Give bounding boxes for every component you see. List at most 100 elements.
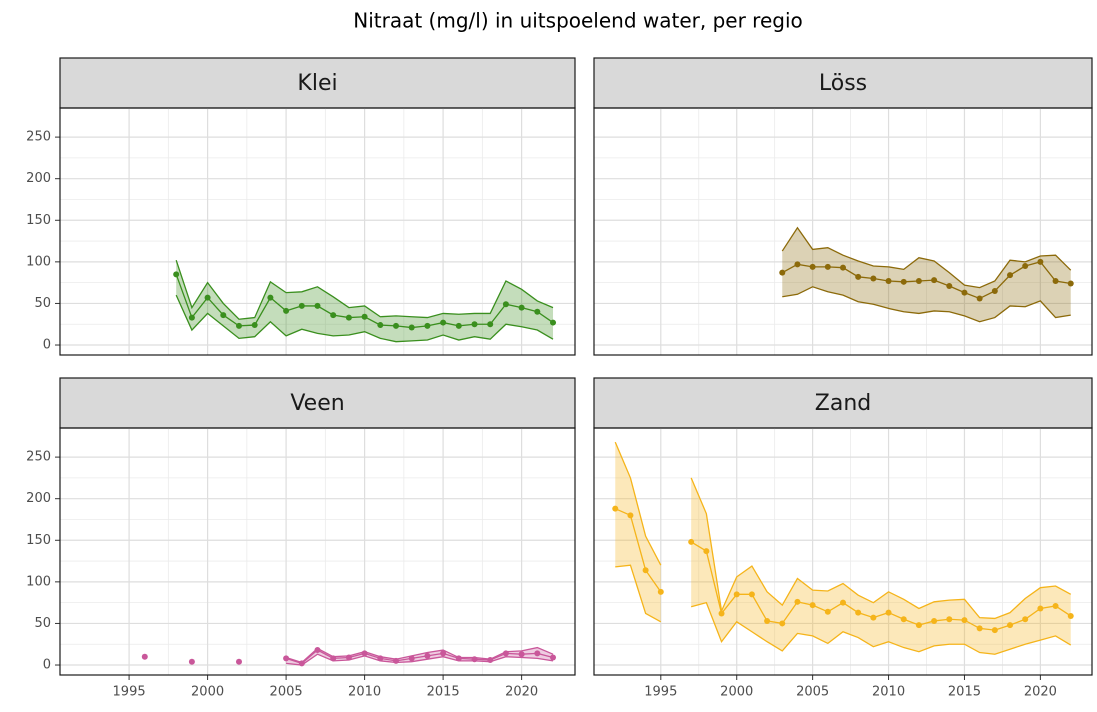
y-tick-label: 100 [26, 574, 51, 589]
point [779, 620, 786, 627]
point [946, 616, 953, 623]
point [794, 261, 801, 268]
point [1022, 616, 1029, 623]
point [220, 312, 227, 319]
point [188, 314, 195, 321]
point [657, 588, 664, 595]
point [824, 263, 831, 270]
band-edge [175, 294, 554, 343]
strip [593, 57, 1093, 109]
panel [594, 108, 1092, 355]
point [283, 655, 290, 662]
panel-border [593, 427, 1093, 676]
point [487, 657, 494, 664]
point [377, 655, 384, 662]
point [855, 273, 862, 280]
point [612, 505, 619, 512]
point [188, 658, 195, 665]
point [900, 278, 907, 285]
line [614, 508, 662, 593]
point [173, 271, 180, 278]
point [204, 294, 211, 301]
point [764, 617, 771, 624]
point [251, 322, 258, 329]
x-tick-label: 2005 [270, 685, 303, 700]
point [1067, 612, 1074, 619]
point [393, 657, 400, 664]
point [885, 609, 892, 616]
panel-background [60, 428, 575, 675]
point [840, 599, 846, 606]
point [1067, 280, 1074, 287]
point [534, 308, 541, 315]
band [286, 647, 554, 666]
point [931, 277, 938, 284]
point [550, 319, 557, 326]
band-edge [690, 477, 1072, 620]
panel-title: Veen [290, 391, 344, 416]
point [283, 307, 290, 314]
point [1007, 272, 1014, 279]
point [1022, 263, 1029, 270]
panel-title: Löss [819, 71, 867, 96]
x-tick-label: 2020 [1024, 685, 1057, 700]
data-layer [141, 646, 557, 667]
x-tick-label: 2010 [872, 685, 905, 700]
point [345, 314, 352, 321]
point [377, 322, 384, 329]
band-edge [285, 646, 554, 664]
point [885, 277, 892, 284]
point [1052, 602, 1059, 609]
point [345, 654, 352, 661]
point [141, 653, 148, 660]
y-tick-label: 100 [26, 254, 51, 269]
y-tick-label: 50 [34, 296, 51, 311]
point [314, 647, 321, 654]
y-tick-label: 250 [26, 450, 51, 465]
point [976, 295, 983, 302]
point [976, 625, 983, 632]
point [534, 650, 541, 657]
band-edge [782, 286, 1071, 323]
point [455, 655, 462, 662]
point [330, 312, 337, 319]
y-tick-label: 250 [26, 130, 51, 145]
point [487, 321, 494, 328]
point [1037, 605, 1044, 612]
point [471, 321, 478, 328]
y-tick-label: 200 [26, 171, 51, 186]
panel-title: Klei [297, 71, 337, 96]
y-tick-label: 150 [26, 213, 51, 228]
panel-border [593, 107, 1093, 356]
point [1037, 258, 1044, 265]
band-edge [614, 441, 662, 566]
y-tick-label: 0 [43, 338, 51, 353]
y-tick-label: 200 [26, 491, 51, 506]
point [1007, 622, 1014, 629]
point [298, 302, 305, 309]
point [718, 610, 725, 617]
panel-title: Zand [815, 391, 871, 416]
point [235, 658, 242, 665]
data-layer [779, 226, 1074, 323]
point [809, 602, 816, 609]
x-tick-label: 2005 [796, 685, 829, 700]
data-layer [612, 441, 1074, 655]
point [424, 652, 431, 659]
y-tick-label: 50 [34, 616, 51, 631]
point [946, 282, 953, 289]
band-edge [175, 259, 554, 320]
point [518, 304, 525, 311]
band [691, 477, 1071, 655]
point [991, 627, 998, 634]
point [235, 322, 242, 329]
point [408, 655, 415, 662]
point [900, 616, 907, 623]
point [314, 302, 321, 309]
panel-background [594, 428, 1092, 675]
y-tick-label: 150 [26, 533, 51, 548]
point [550, 654, 557, 661]
point [1052, 277, 1059, 284]
point [502, 301, 509, 308]
panel [60, 108, 575, 355]
